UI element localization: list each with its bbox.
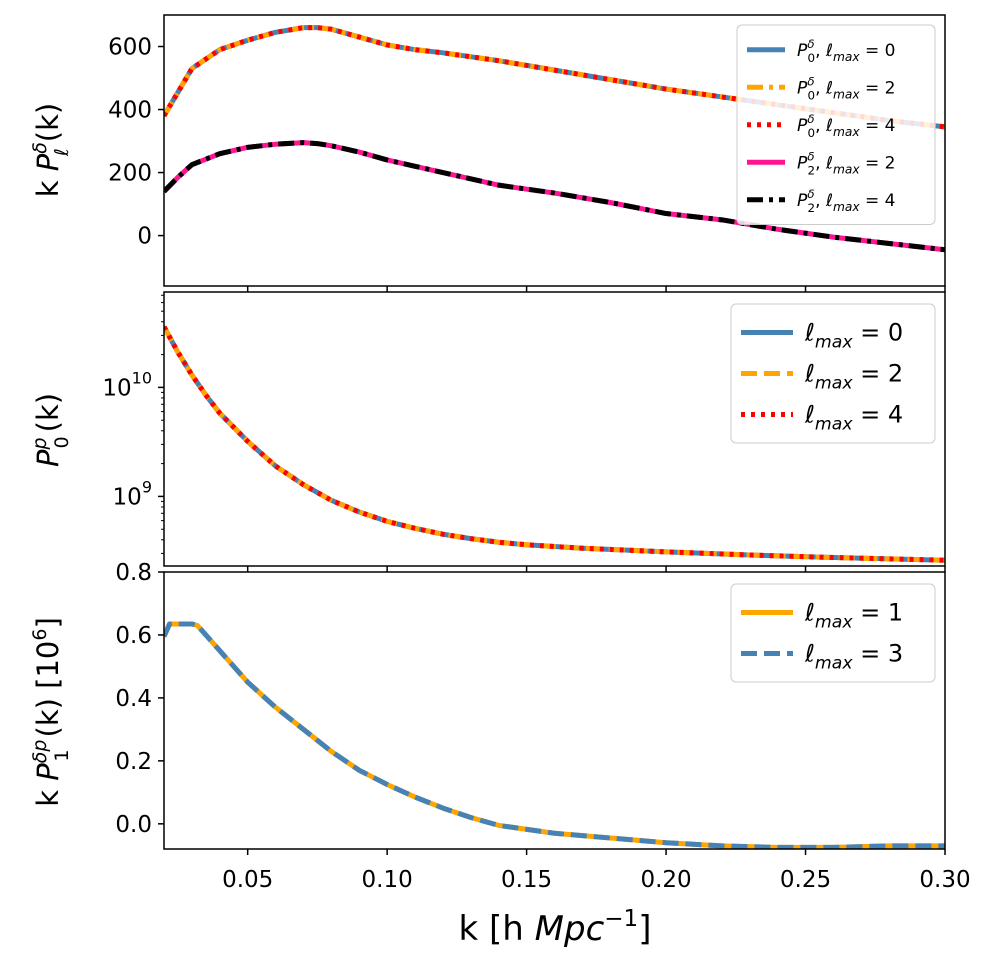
y-tick-label: 0.0 — [115, 812, 152, 838]
x-ticks — [246, 286, 946, 292]
legend-label: ℓmax = 0 — [804, 319, 903, 353]
series-lines — [164, 325, 945, 563]
x-ticks: 0.05 0.10 0.15 0.20 0.25 0.30 — [222, 849, 971, 893]
series-lines — [164, 621, 945, 849]
y-tick-label: 109 — [113, 477, 152, 510]
y-axis-label-middle: Pp0(k) — [29, 393, 73, 467]
y-axis-label-bottom: k Pδp1(k) [106] — [29, 617, 73, 807]
axes-frame — [163, 14, 946, 287]
y-tick-label: 600 — [108, 35, 152, 61]
series-line-1 — [164, 621, 945, 849]
x-tick-label: 0.05 — [222, 867, 273, 893]
y-ticks: 109 1010 — [102, 294, 164, 554]
y-tick-label: 0.8 — [115, 560, 152, 586]
legend-label: Pδ 0, ℓmax = 4 — [797, 112, 896, 140]
legend: ℓmax = 1 ℓmax = 3 — [730, 583, 936, 683]
legend-label: Pδ 0, ℓmax = 0 — [797, 37, 896, 65]
legend-label: Pδ 0, ℓmax = 2 — [797, 74, 896, 102]
x-tick-label: 0.10 — [362, 867, 413, 893]
legend-label: ℓmax = 4 — [804, 401, 903, 435]
axes-frame — [163, 571, 946, 850]
legend-box — [730, 303, 936, 444]
legend-label: ℓmax = 1 — [804, 599, 903, 633]
axes-frame — [163, 291, 946, 567]
y-tick-label: 200 — [108, 161, 152, 187]
series-line-1 — [164, 325, 945, 563]
legend-box — [736, 24, 936, 225]
x-axis-label: k [h Mpc−1] — [459, 906, 652, 949]
legend: ℓmax = 0 ℓmax = 2 ℓmax = 4 — [730, 303, 936, 444]
x-tick-label: 0.15 — [501, 867, 552, 893]
x-tick-label: 0.30 — [919, 867, 970, 893]
y-tick-label: 0.4 — [115, 686, 152, 712]
y-tick-label: 0.2 — [115, 749, 152, 775]
series-line-2 — [164, 25, 945, 130]
y-tick-label: 0.6 — [115, 623, 152, 649]
y-tick-label: 0 — [137, 224, 152, 250]
y-ticks: 0 200 400 600 — [108, 35, 164, 250]
x-ticks — [246, 566, 946, 572]
panel-bottom: 0.0 0.2 0.4 0.6 0.8 0.05 0.10 0.15 0.20 0.25 0.30… — [115, 560, 970, 893]
legend-label: ℓmax = 3 — [804, 640, 903, 674]
y-tick-label: 400 — [108, 98, 152, 124]
x-tick-label: 0.20 — [640, 867, 691, 893]
y-tick-label: 1010 — [102, 368, 152, 401]
legend-box — [730, 583, 936, 683]
y-ticks: 0.0 0.2 0.4 0.6 0.8 — [115, 560, 164, 838]
x-tick-label: 0.25 — [780, 867, 831, 893]
legend-label: Pδ 2, ℓmax = 4 — [797, 187, 896, 215]
legend: Pδ 0, ℓmax = 0 Pδ 0, ℓmax = 2 Pδ 0, ℓmax = 4 P… — [736, 24, 936, 225]
legend-label: ℓmax = 2 — [804, 360, 903, 394]
panel-middle: 109 1010 ℓmax = 0 ℓmax = 2 ℓmax = 4 — [102, 291, 946, 572]
legend-label: Pδ 2, ℓmax = 2 — [797, 149, 896, 177]
y-axis-label-top: k Pδℓ(k) — [29, 103, 73, 197]
